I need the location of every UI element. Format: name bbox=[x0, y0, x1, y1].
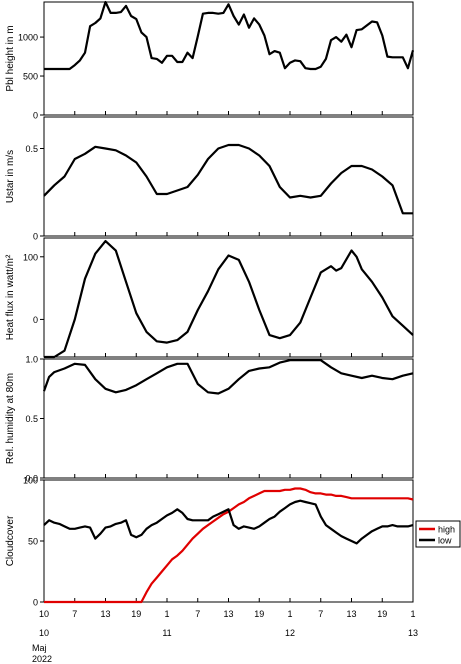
legend-box bbox=[415, 520, 461, 548]
y-tick-label: 0 bbox=[33, 232, 38, 242]
series-line-s0 bbox=[42, 359, 414, 395]
series-line-s0 bbox=[44, 240, 414, 359]
series-line-high bbox=[44, 487, 414, 604]
y-tick-label: 500 bbox=[23, 72, 38, 82]
x-tick-label: 19 bbox=[254, 609, 264, 619]
x-day-label: 10 bbox=[39, 628, 49, 638]
x-tick-label: 13 bbox=[100, 609, 110, 619]
panel-frame bbox=[43, 116, 414, 237]
y-tick-label: 100 bbox=[23, 476, 38, 486]
x-tick-label: 1 bbox=[410, 609, 415, 619]
x-month-label: Maj bbox=[32, 643, 47, 653]
panel-3: 0 100 Heat flux in watt/m² bbox=[5, 237, 414, 359]
x-tick-label: 19 bbox=[131, 609, 141, 619]
y-tick-label: 1.0 bbox=[25, 355, 38, 365]
x-tick-label: 1 bbox=[164, 609, 169, 619]
x-tick-label: 19 bbox=[377, 609, 387, 619]
x-tick-label: 10 bbox=[39, 609, 49, 619]
x-day-label: 12 bbox=[285, 628, 295, 638]
x-tick-label: 7 bbox=[72, 609, 77, 619]
x-tick-label: 1 bbox=[287, 609, 292, 619]
y-tick-label: 50 bbox=[28, 537, 38, 547]
panel-2: 0 0.5 Ustar in m/s bbox=[5, 116, 414, 242]
x-tick-label: 13 bbox=[223, 609, 233, 619]
series-line-low bbox=[43, 499, 414, 545]
legend-label-high: high bbox=[438, 525, 455, 535]
x-tick-label: 13 bbox=[346, 609, 356, 619]
panel-4: 0.0 0.5 1.0 Rel. humidity at 80m bbox=[5, 355, 414, 484]
y-axis-label: Pbl height in m bbox=[5, 25, 16, 91]
y-tick-label: 0.5 bbox=[25, 414, 38, 424]
x-tick-label: 7 bbox=[195, 609, 200, 619]
y-tick-label: 0 bbox=[33, 315, 38, 325]
y-tick-label: 0 bbox=[33, 111, 38, 121]
y-tick-label: 100 bbox=[23, 252, 38, 262]
y-tick-label: 1000 bbox=[18, 33, 38, 43]
x-tick-label: 7 bbox=[318, 609, 323, 619]
x-day-label: 11 bbox=[162, 628, 171, 638]
y-axis-label: Heat flux in watt/m² bbox=[5, 254, 16, 340]
y-tick-label: 0.5 bbox=[25, 144, 38, 154]
x-year-label: 2022 bbox=[32, 654, 52, 664]
y-axis-label: Cloudcover bbox=[5, 515, 16, 566]
legend-label-low: low bbox=[438, 536, 452, 546]
series-line-s0 bbox=[43, 143, 413, 215]
y-axis-label: Rel. humidity at 80m bbox=[5, 373, 16, 464]
y-tick-label: 0 bbox=[33, 598, 38, 608]
y-axis-label: Ustar in m/s bbox=[5, 150, 16, 203]
x-day-label: 13 bbox=[408, 628, 418, 638]
y-tick-label: 0.0 bbox=[25, 474, 38, 484]
series-line-s0 bbox=[44, 0, 415, 71]
